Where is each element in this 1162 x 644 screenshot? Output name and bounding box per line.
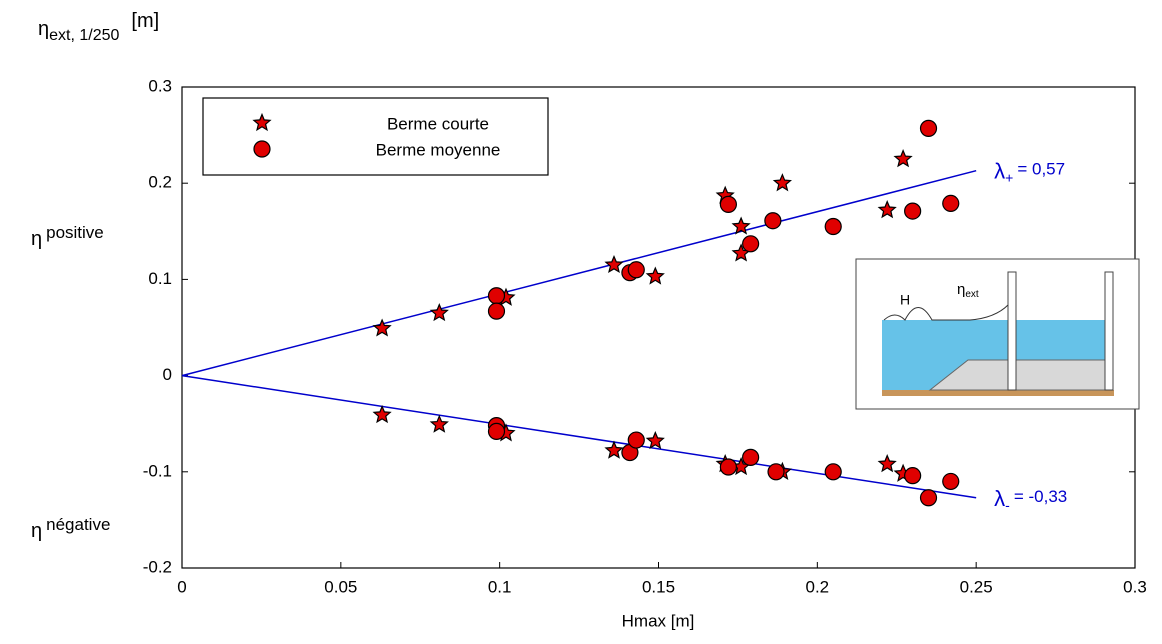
star-marker	[877, 454, 897, 473]
circle-marker	[487, 302, 506, 320]
star-marker	[877, 200, 897, 219]
y-tick-label: -0.1	[143, 461, 172, 480]
side-label: η positive	[31, 223, 104, 250]
x-tick-label: 0.1	[488, 577, 512, 596]
basin	[1009, 359, 1111, 391]
y-axis-label: ηext, 1/250[m]	[38, 10, 159, 44]
legend-marker	[253, 140, 271, 158]
circle-marker	[487, 287, 506, 305]
wave	[883, 304, 1009, 321]
inset-label: ηext	[957, 281, 979, 300]
circle-marker	[767, 463, 785, 481]
legend-marker	[252, 112, 272, 132]
y-tick-label: 0.3	[148, 76, 172, 95]
x-tick-label: 0	[177, 577, 186, 596]
inset-diagram: H ηext	[855, 258, 1140, 410]
circle-marker	[824, 217, 842, 236]
star-marker	[604, 254, 624, 274]
y-tick-label: -0.2	[143, 557, 172, 576]
fit-annotation: λ+ = 0,57	[994, 159, 1065, 186]
circle-marker	[942, 472, 960, 491]
star-marker	[604, 440, 624, 459]
circle-marker	[487, 422, 506, 440]
side-label: η négative	[31, 515, 110, 542]
fit-line	[181, 169, 977, 377]
star-marker	[372, 404, 392, 424]
wall	[1007, 271, 1017, 391]
circle-marker	[627, 431, 645, 449]
circle-marker	[824, 463, 842, 481]
x-tick-label: 0.2	[806, 577, 830, 596]
circle-marker	[742, 448, 760, 466]
star-marker	[429, 303, 449, 322]
star-marker	[372, 318, 392, 337]
circle-marker	[904, 202, 922, 220]
y-tick-label: 0.2	[148, 173, 172, 192]
x-tick-label: 0.25	[960, 577, 993, 596]
circle-marker	[764, 212, 782, 230]
x-axis-label: Hmax [m]	[622, 611, 695, 630]
ground	[882, 390, 1114, 396]
star-marker	[893, 149, 913, 168]
fit-annotation: λ- = -0,33	[994, 486, 1067, 513]
circle-marker	[919, 119, 938, 137]
circle-marker	[627, 261, 645, 279]
circle-marker	[942, 194, 960, 213]
x-tick-label: 0.3	[1123, 577, 1147, 596]
circle-marker	[719, 458, 737, 476]
star-marker	[429, 414, 449, 433]
legend-label: Berme courte	[387, 114, 489, 133]
wall	[1104, 271, 1114, 391]
circle-marker	[904, 467, 922, 485]
x-tick-label: 0.05	[324, 577, 357, 596]
x-tick-label: 0.15	[642, 577, 675, 596]
star-marker	[645, 266, 665, 285]
y-tick-label: 0	[163, 365, 172, 384]
star-marker	[772, 173, 792, 192]
inset-label: H	[900, 292, 910, 308]
fit-line	[181, 374, 977, 499]
legend-label: Berme moyenne	[376, 140, 501, 159]
star-marker	[731, 216, 751, 235]
legend-box	[202, 97, 549, 176]
circle-marker	[742, 235, 760, 253]
y-tick-label: 0.1	[148, 269, 172, 288]
circle-marker	[719, 195, 737, 213]
star-marker	[645, 430, 665, 450]
circle-marker	[919, 489, 938, 507]
